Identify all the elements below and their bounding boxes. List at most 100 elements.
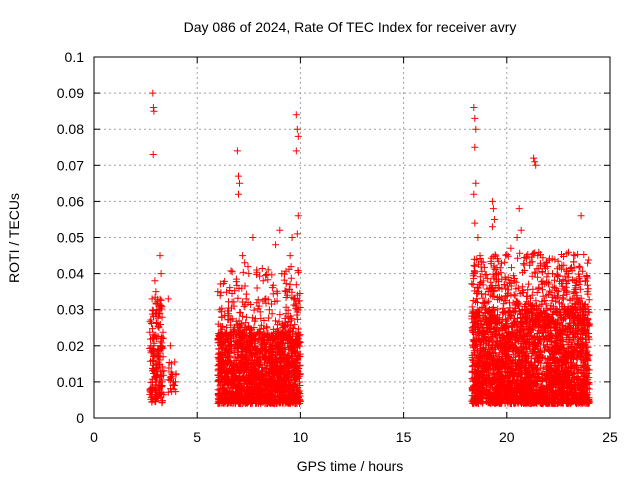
data-point [232, 389, 240, 397]
data-point [254, 361, 262, 369]
data-point [215, 355, 223, 363]
data-point [244, 341, 252, 349]
data-point [241, 375, 249, 383]
data-point [235, 338, 243, 346]
data-point [214, 339, 222, 347]
data-point [233, 357, 241, 364]
data-point [585, 256, 593, 264]
data-point [287, 396, 295, 404]
data-point [279, 347, 287, 355]
data-point [215, 397, 222, 405]
data-point [584, 259, 592, 267]
data-point [535, 285, 543, 292]
data-point [282, 280, 290, 288]
data-point [278, 341, 286, 349]
data-point [523, 293, 531, 300]
data-point [228, 298, 236, 306]
data-point [147, 316, 155, 324]
data-point [263, 323, 271, 331]
data-point [215, 349, 223, 357]
data-point [150, 353, 157, 360]
data-point [146, 318, 154, 326]
data-point [257, 376, 265, 384]
data-point [503, 251, 511, 258]
data-point [275, 384, 283, 392]
data-point [291, 336, 299, 344]
data-point [237, 379, 245, 387]
data-point [245, 393, 253, 400]
data-point [473, 295, 481, 303]
data-point [152, 299, 160, 307]
data-point [272, 374, 280, 382]
data-point [159, 353, 167, 361]
data-point [275, 350, 283, 358]
data-point [228, 347, 236, 355]
data-point [283, 397, 291, 405]
data-point [149, 325, 156, 333]
data-point [580, 251, 588, 258]
data-point [277, 399, 284, 407]
data-point [159, 328, 167, 336]
data-point [294, 352, 302, 360]
data-point [262, 368, 270, 375]
data-point [237, 339, 245, 347]
data-point [289, 382, 297, 390]
data-point [227, 397, 235, 405]
data-point [219, 353, 227, 361]
data-point [241, 365, 249, 373]
data-point [267, 342, 275, 350]
data-point [235, 386, 243, 394]
data-point [231, 372, 239, 379]
data-point [266, 362, 274, 370]
data-point [233, 353, 241, 361]
data-point [257, 370, 265, 378]
data-point [218, 391, 226, 399]
data-point [252, 352, 260, 360]
data-point [274, 388, 282, 396]
data-point [148, 391, 156, 399]
data-point [266, 340, 274, 348]
data-point [223, 368, 231, 376]
data-point [241, 351, 249, 359]
data-point [545, 287, 553, 295]
data-point [219, 341, 227, 349]
data-point [215, 376, 223, 384]
data-point [228, 392, 236, 400]
data-point [263, 271, 271, 278]
data-point [156, 356, 164, 364]
data-point [288, 350, 296, 358]
data-point [274, 340, 282, 348]
data-point [265, 398, 273, 406]
data-point [244, 263, 252, 271]
data-point [153, 361, 161, 368]
data-point [508, 264, 515, 272]
data-point [474, 299, 481, 306]
data-point [525, 280, 533, 288]
data-point [154, 322, 162, 330]
data-point [232, 275, 240, 283]
data-point [234, 344, 242, 352]
data-point [229, 384, 237, 391]
data-point [253, 347, 261, 355]
data-point [240, 302, 248, 310]
data-point [157, 372, 165, 380]
data-point [150, 365, 158, 373]
data-point [242, 290, 250, 298]
data-point [215, 332, 223, 340]
data-point [150, 384, 158, 392]
data-point [254, 296, 262, 304]
data-point [286, 281, 294, 289]
data-point [229, 375, 237, 382]
data-point [224, 369, 232, 377]
data-point [246, 397, 254, 405]
data-point [250, 367, 258, 375]
data-point [292, 281, 300, 289]
data-point [151, 293, 159, 301]
data-point [165, 364, 173, 372]
data-point [549, 283, 557, 291]
data-point [521, 254, 529, 261]
data-point [148, 295, 156, 303]
data-point [250, 306, 258, 314]
data-point [230, 362, 238, 370]
